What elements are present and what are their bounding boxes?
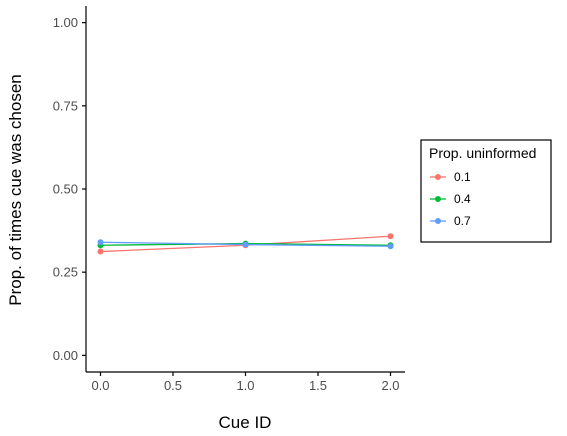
y-tick-label: 0.75 (53, 98, 78, 113)
legend-items: 0.1 0.4 0.7 (430, 170, 471, 228)
y-axis-ticks: 0.00 0.25 0.50 0.75 1.00 (53, 15, 86, 363)
x-tick-label: 0.0 (91, 378, 109, 393)
data-point-0.7 (387, 243, 394, 250)
y-tick-label: 0.00 (53, 348, 78, 363)
x-axis-title: Cue ID (219, 413, 272, 432)
y-tick-label: 0.25 (53, 265, 78, 280)
legend-item: 0.1 (430, 170, 471, 184)
legend: Prop. uninformed 0.1 0.4 0.7 (420, 139, 552, 243)
data-point-0.1 (97, 248, 104, 255)
x-tick-label: 1.5 (309, 378, 327, 393)
legend-title: Prop. uninformed (429, 145, 536, 161)
x-tick-label: 1.0 (236, 378, 254, 393)
x-tick-label: 0.5 (164, 378, 182, 393)
legend-label: 0.1 (454, 170, 471, 184)
x-axis-ticks: 0.0 0.5 1.0 1.5 2.0 (91, 372, 400, 393)
legend-key-point (435, 196, 441, 202)
legend-box (420, 139, 552, 243)
legend-item: 0.4 (430, 192, 471, 206)
y-tick-label: 0.50 (53, 182, 78, 197)
plot-area (97, 233, 394, 255)
legend-label: 0.7 (454, 214, 471, 228)
y-tick-label: 1.00 (53, 15, 78, 30)
legend-key-point (435, 218, 441, 224)
x-tick-label: 2.0 (381, 378, 399, 393)
legend-label: 0.4 (454, 192, 471, 206)
data-point-0.7 (97, 239, 104, 246)
legend-item: 0.7 (430, 214, 471, 228)
legend-key-point (435, 174, 441, 180)
data-point-0.1 (387, 233, 394, 240)
data-point-0.7 (242, 241, 249, 248)
y-axis-title: Prop. of times cue was chosen (6, 74, 25, 306)
